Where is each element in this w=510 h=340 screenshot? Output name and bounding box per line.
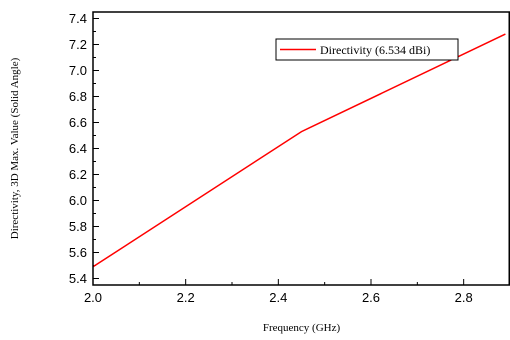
x-ticks: 2.0 2.2 2.4 2.6 2.8 xyxy=(84,279,473,305)
y-ticks: 5.4 5.6 5.8 6.0 6.2 6.4 6.6 6.8 7.0 7.2 7.4 xyxy=(69,11,99,286)
plot-frame xyxy=(92,11,510,286)
y-tick-label: 6.8 xyxy=(69,89,87,104)
legend-box xyxy=(275,38,459,61)
x-axis-title: Frequency (GHz) xyxy=(263,322,341,334)
y-tick-label: 7.0 xyxy=(69,63,87,78)
y-tick-label: 5.6 xyxy=(69,245,87,260)
legend-label-directivity: Directivity (6.534 dBi) xyxy=(320,43,430,57)
series-layer xyxy=(92,33,506,268)
y-tick-label: 6.4 xyxy=(69,141,87,156)
y-axis-title: Directivity, 3D Max. Value (Solid Angle) xyxy=(9,57,21,239)
x-tick-label: 2.0 xyxy=(84,290,102,305)
y-tick-label: 6.6 xyxy=(69,115,87,130)
series-line-directivity xyxy=(92,33,506,268)
y-tick-label: 6.0 xyxy=(69,193,87,208)
y-tick-label: 5.8 xyxy=(69,219,87,234)
x-tick-label: 2.8 xyxy=(455,290,473,305)
y-tick-label: 7.2 xyxy=(69,37,87,52)
x-tick-label: 2.2 xyxy=(177,290,195,305)
y-tick-label: 5.4 xyxy=(69,271,87,286)
y-tick-label: 6.2 xyxy=(69,167,87,182)
y-tick-label: 7.4 xyxy=(69,11,87,26)
legend: Directivity (6.534 dBi) xyxy=(275,38,459,61)
x-tick-label: 2.4 xyxy=(269,290,287,305)
x-tick-label: 2.6 xyxy=(362,290,380,305)
